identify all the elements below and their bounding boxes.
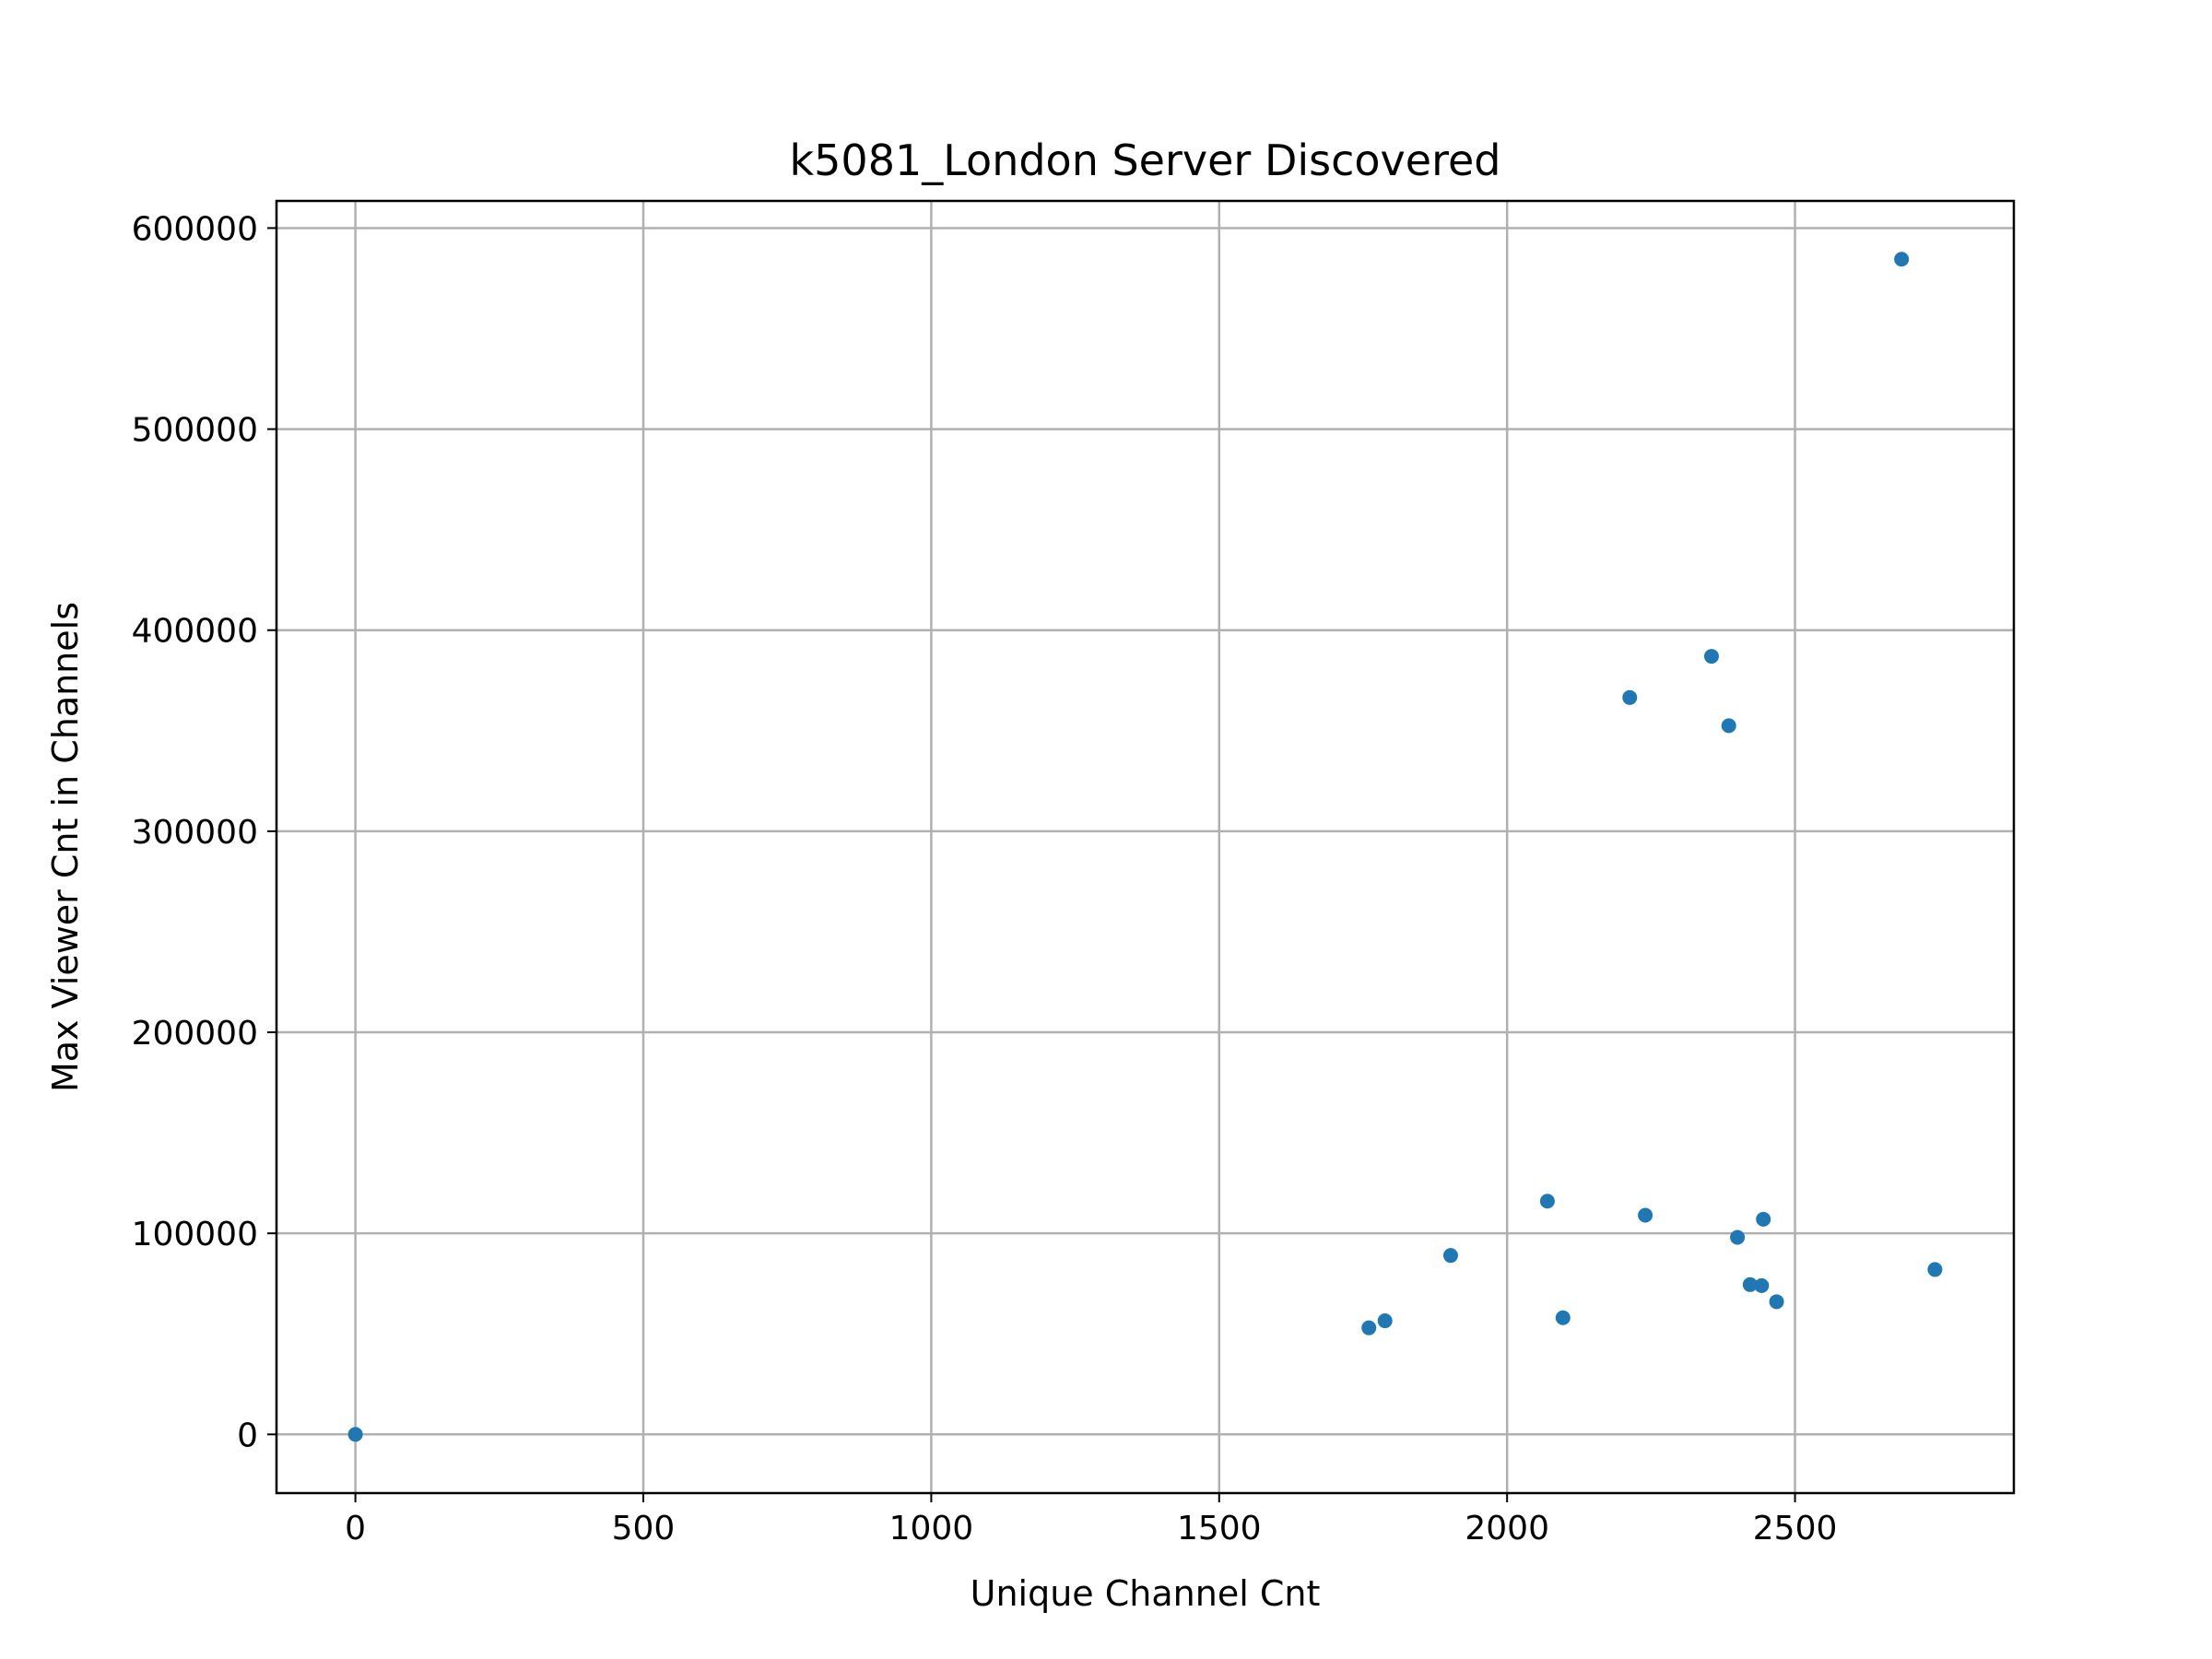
data-point [1730,1230,1746,1245]
data-point [1769,1294,1784,1310]
data-point [1742,1277,1758,1292]
data-point [1638,1207,1653,1223]
data-point [1894,252,1910,267]
x-tick-label: 1000 [889,1510,974,1547]
plot-frame [275,199,2016,1495]
data-point [1622,689,1638,705]
data-point [1703,649,1719,665]
x-axis-label: Unique Channel Cnt [971,1573,1321,1614]
x-tick-label: 0 [345,1510,366,1547]
x-tick-label: 1500 [1177,1510,1262,1547]
data-point [1442,1248,1458,1264]
data-point [1539,1194,1555,1209]
data-point [1721,718,1736,734]
data-point [1927,1262,1943,1277]
data-points [347,252,1943,1442]
y-tick-label: 0 [237,1417,258,1454]
x-tick-label: 2000 [1465,1510,1549,1547]
axis-ticks: 0 500 1000 1500 2000 2500 0 100000 200000 300000 4… [132,210,1838,1547]
y-tick-label: 200000 [132,1015,258,1053]
y-tick-label: 100000 [132,1216,258,1253]
data-point [1555,1310,1571,1325]
data-point [1756,1211,1771,1227]
grid [276,201,2014,1493]
x-tick-label: 2500 [1753,1510,1838,1547]
data-point [1361,1320,1377,1335]
y-tick-label: 400000 [132,613,258,651]
data-point [1754,1277,1770,1293]
chart-title: k5081_London Server Discovered [790,135,1501,185]
data-point [1377,1313,1393,1329]
data-point [347,1427,363,1442]
y-axis-label: Max Viewer Cnt in Channels [45,602,86,1092]
y-tick-label: 300000 [132,814,258,852]
y-tick-label: 500000 [132,412,258,450]
x-tick-label: 500 [612,1510,676,1547]
y-tick-label: 600000 [132,210,258,248]
